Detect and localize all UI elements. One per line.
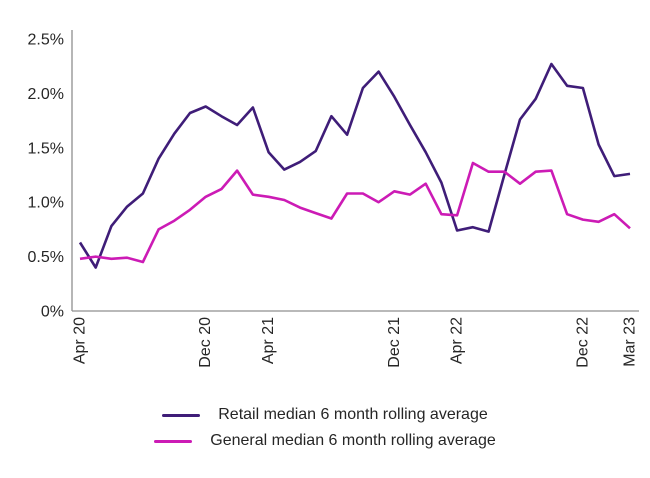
retail-series-line	[78, 62, 631, 269]
chart-plot-area: 0% 0.5% 1.0% 1.5% 2.0% 2.5% Apr 20 Dec 20 Apr 21…	[28, 30, 639, 368]
general-series-line	[79, 161, 631, 264]
y-tick-label: 1.0%	[28, 195, 64, 212]
x-tick-label: Apr 21	[260, 317, 277, 364]
general-legend-swatch	[154, 439, 193, 443]
x-tick-label: Dec 21	[386, 317, 403, 368]
legend-label: General median 6 month rolling average	[210, 432, 496, 449]
legend-row: Retail median 6 month rolling average	[162, 404, 488, 426]
legend-label: Retail median 6 month rolling average	[218, 406, 488, 423]
retail-legend-swatch	[162, 413, 201, 417]
x-tick-label: Apr 20	[72, 317, 89, 364]
y-tick-label: 2.5%	[28, 32, 64, 49]
x-tick-label: Apr 22	[449, 317, 466, 364]
y-tick-label: 0.5%	[28, 249, 64, 266]
legend-row: General median 6 month rolling average	[154, 430, 496, 452]
x-tick-label: Dec 20	[197, 317, 214, 368]
y-tick-label: 1.5%	[28, 140, 64, 157]
y-tick-label: 0%	[41, 304, 64, 321]
legend: Retail median 6 month rolling average Gen…	[0, 404, 650, 452]
x-tick-label: Mar 23	[622, 317, 639, 367]
y-tick-label: 2.0%	[28, 86, 64, 103]
x-tick-label: Dec 22	[574, 317, 591, 368]
